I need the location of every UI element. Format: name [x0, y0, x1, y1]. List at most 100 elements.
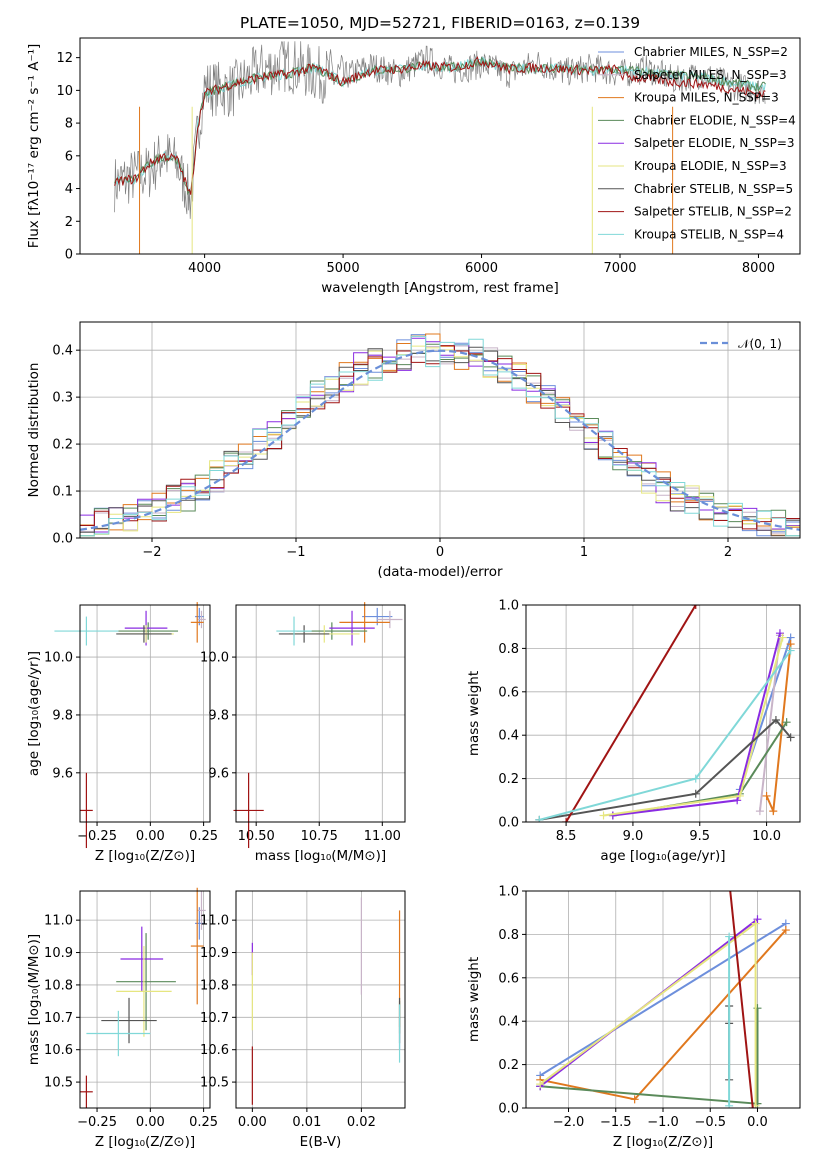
x-tick-label: −1: [286, 545, 305, 560]
x-tick-label: 10.75: [301, 829, 338, 844]
y-axis-label: mass [log₁₀(M/M⊙)]: [26, 934, 42, 1065]
weight-line: [758, 635, 781, 812]
y-tick-label: 2: [65, 215, 73, 230]
legend-entry: Kroupa STELIB, N_SSP=4: [634, 227, 784, 241]
mass-vs-metallicity-panel: −0.25 0.00 0.25 10.5 10.6 10.7 10.8 10.9 11.0 Z […: [26, 887, 218, 1150]
weight-marker: [782, 718, 791, 727]
y-tick-label: 1.0: [498, 885, 519, 900]
legend-entry: Salpeter STELIB, N_SSP=2: [634, 205, 792, 219]
model-spectrum: [114, 56, 766, 195]
x-axis-label: E(B-V): [300, 1134, 342, 1150]
weight-line: [612, 632, 781, 817]
y-axis-label: Flux [fλ10⁻¹⁷ erg cm⁻² s⁻¹ A⁻¹]: [26, 44, 42, 249]
weight-marker: [725, 1101, 734, 1108]
weight-line: [539, 718, 792, 821]
y-tick-label: 0.4: [498, 1015, 519, 1030]
legend-entry: 𝒩(0, 1): [738, 337, 782, 351]
mass-vs-ebv-panel: 0.00 0.01 0.02 10.5 10.6 10.7 10.8 10.9 11.0 E(B-…: [200, 890, 406, 1150]
histograms: [80, 333, 800, 538]
weight-marker: [786, 646, 795, 655]
weight-marker: [748, 1104, 757, 1108]
weight-marker: [536, 1080, 545, 1089]
weight-marker: [762, 791, 771, 800]
x-axis-label: Z [log₁₀(Z/Z⊙)]: [613, 1134, 713, 1150]
plot-area: [251, 897, 401, 1105]
y-tick-label: 10.5: [200, 1076, 229, 1091]
y-tick-label: 11.0: [44, 914, 73, 929]
y-tick-label: 0.0: [498, 1102, 519, 1117]
y-tick-label: 12: [56, 51, 73, 66]
weight-marker: [691, 774, 700, 783]
x-tick-label: 0: [436, 545, 444, 560]
x-tick-label: 0.01: [292, 1115, 321, 1130]
x-tick-label: 8000: [742, 261, 775, 276]
y-tick-label: 9.6: [208, 766, 229, 781]
y-tick-label: 10.5: [44, 1076, 73, 1091]
weight-marker: [781, 926, 790, 935]
weight-marker: [775, 629, 784, 638]
x-axis-label: mass [log₁₀(M/M⊙)]: [255, 848, 386, 864]
y-tick-label: 10.9: [44, 946, 73, 961]
x-axis-label: Z [log₁₀(Z/Z⊙)]: [95, 1134, 195, 1150]
weight-line: [539, 922, 787, 1077]
x-tick-label: 0.00: [136, 1115, 165, 1130]
y-tick-label: 8: [65, 117, 73, 132]
weight-marker: [753, 915, 762, 924]
age-vs-mass-panel: 10.50 10.75 11.00 9.6 9.8 10.0 mass [log₁₀(M/M…: [200, 602, 406, 864]
weight-marker: [630, 1095, 639, 1104]
axes-frame: [79, 890, 211, 1109]
weight-line: [729, 891, 754, 1108]
weight-marker: [778, 633, 787, 642]
y-tick-label: 0: [65, 248, 73, 263]
x-tick-label: 1: [580, 545, 588, 560]
weight-lines: [535, 605, 795, 822]
weight-marker: [725, 876, 733, 884]
y-tick-label: 0.6: [498, 971, 519, 986]
weight-marker: [751, 919, 760, 928]
x-tick-label: −1.0: [647, 1115, 679, 1130]
y-tick-label: 4: [65, 182, 73, 197]
residual-histogram-panel: −2 −1 0 1 2 0.0 0.1 0.2 0.3 0.4 (data-model)/error…: [26, 321, 801, 580]
normal-curve: [80, 349, 800, 531]
axes-frame: [79, 321, 801, 539]
x-tick-label: 6000: [465, 261, 498, 276]
axes-frame: [235, 604, 406, 823]
y-tick-label: 10.7: [44, 1011, 73, 1026]
axes-frame: [525, 604, 801, 823]
x-tick-label: 0.0: [747, 1115, 768, 1130]
legend-entry: Chabrier MILES, N_SSP=2: [634, 45, 788, 59]
figure-title: PLATE=1050, MJD=52721, FIBERID=0163, z=0…: [240, 14, 640, 32]
x-axis-label: Z [log₁₀(Z/Z⊙)]: [95, 848, 195, 864]
y-tick-label: 9.8: [208, 708, 229, 723]
x-tick-label: −2: [142, 545, 161, 560]
weight-lines: [536, 876, 790, 1108]
y-axis-label: Normed distribution: [26, 363, 42, 498]
y-tick-label: 0.6: [498, 685, 519, 700]
x-tick-label: 0.00: [136, 829, 165, 844]
y-tick-label: 0.1: [52, 485, 73, 500]
weight-line: [565, 605, 697, 822]
weight-marker: [786, 733, 795, 742]
weight-vs-metallicity-panel: −2.0 −1.5 −1.0 −0.5 0.0 0.0 0.2 0.4 0.6 0.8 1.0 Z […: [466, 876, 801, 1150]
y-tick-label: 0.2: [498, 1058, 519, 1073]
legend-entry: Kroupa ELODIE, N_SSP=3: [634, 159, 787, 173]
x-tick-label: −2.0: [553, 1115, 585, 1130]
x-tick-label: 7000: [603, 261, 636, 276]
y-tick-label: 0.4: [498, 729, 519, 744]
weight-marker: [599, 811, 608, 820]
y-tick-label: 9.6: [52, 766, 73, 781]
x-tick-label: −0.25: [77, 829, 117, 844]
x-tick-label: 0.00: [238, 1115, 267, 1130]
axes-frame: [525, 890, 801, 1109]
y-axis-label: age [log₁₀(age/yr)]: [26, 651, 42, 776]
weight-marker: [691, 605, 700, 609]
plot-area: [80, 887, 206, 1108]
legend-entry: Salpeter MILES, N_SSP=3: [634, 68, 787, 82]
y-tick-label: 10.9: [200, 946, 229, 961]
histogram-step: [80, 335, 800, 538]
y-tick-label: 6: [65, 149, 73, 164]
y-tick-label: 10: [56, 84, 73, 99]
x-tick-label: 2: [724, 545, 732, 560]
y-tick-label: 10.0: [200, 651, 229, 666]
